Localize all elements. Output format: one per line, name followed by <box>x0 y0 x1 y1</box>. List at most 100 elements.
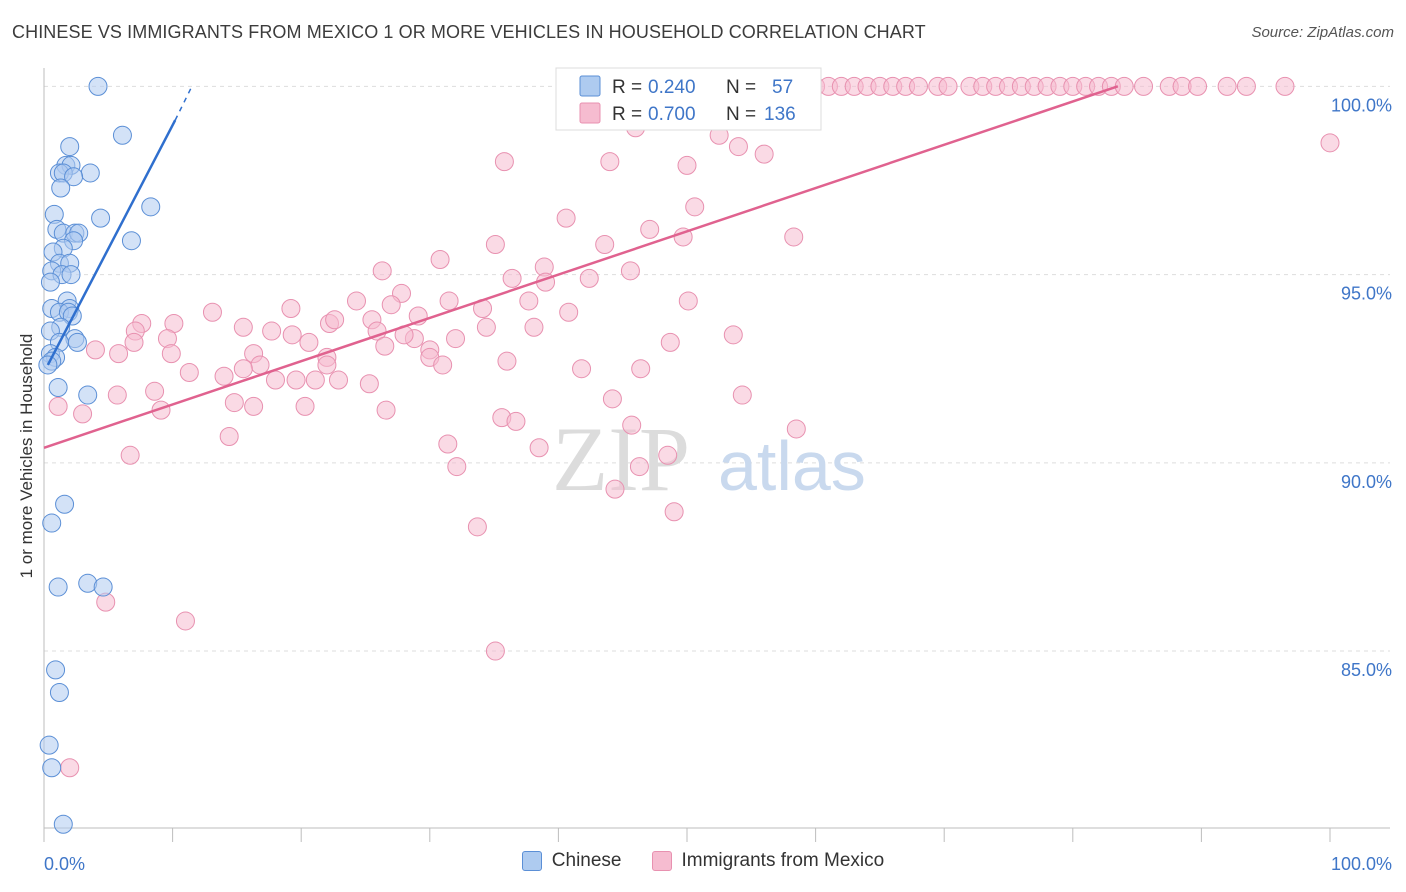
data-point <box>678 291 698 311</box>
data-point <box>93 577 113 597</box>
data-point <box>107 385 127 405</box>
data-point <box>121 231 141 251</box>
stats-r-value-mexico: 0.700 <box>648 104 696 125</box>
stats-r-label-chinese: R = <box>612 77 642 98</box>
legend-item-chinese[interactable]: Chinese <box>521 850 622 872</box>
data-point <box>381 295 401 315</box>
data-point <box>233 359 253 379</box>
data-point <box>447 457 467 477</box>
data-point <box>494 152 514 172</box>
data-point <box>685 197 705 217</box>
stats-swatch-mexico <box>579 102 601 124</box>
data-point <box>467 517 487 537</box>
data-point <box>161 344 181 364</box>
data-point <box>629 457 649 477</box>
data-point <box>48 396 68 416</box>
data-point <box>485 234 505 254</box>
legend-label-mexico: Immigrants from Mexico <box>681 850 885 871</box>
data-point <box>305 370 325 390</box>
data-point <box>281 298 301 318</box>
legend-item-mexico[interactable]: Immigrants from Mexico <box>651 850 885 872</box>
stats-n-value-chinese: 57 <box>772 77 793 98</box>
data-point <box>439 291 459 311</box>
data-point <box>485 641 505 661</box>
data-point <box>295 396 315 416</box>
data-point <box>42 758 62 778</box>
data-point <box>605 479 625 499</box>
legend-swatch-chinese <box>521 851 542 871</box>
trend-line-chinese-extension <box>174 86 193 121</box>
data-point <box>1217 76 1237 96</box>
x-ticks <box>43 828 1331 842</box>
data-point <box>1320 133 1340 153</box>
data-point <box>109 344 129 364</box>
data-point <box>622 415 642 435</box>
data-point <box>430 250 450 270</box>
data-point <box>124 332 144 352</box>
data-point <box>214 366 234 386</box>
data-point <box>1188 76 1208 96</box>
data-point <box>572 359 592 379</box>
data-point <box>602 389 622 409</box>
data-point <box>524 317 544 337</box>
data-point <box>595 234 615 254</box>
data-point <box>73 404 93 424</box>
data-point <box>55 494 75 514</box>
data-point <box>600 152 620 172</box>
data-point <box>328 370 348 390</box>
data-point <box>282 325 302 345</box>
y-tick-label: 100.0% <box>1331 95 1392 115</box>
data-point <box>49 682 69 702</box>
y-tick-label: 90.0% <box>1341 472 1392 492</box>
y-tick-label: 85.0% <box>1341 660 1392 680</box>
data-point <box>325 310 345 330</box>
data-point <box>40 272 60 292</box>
data-point <box>529 438 549 458</box>
data-point <box>519 291 539 311</box>
data-point <box>367 321 387 341</box>
data-point <box>728 137 748 157</box>
data-point <box>620 261 640 281</box>
legend-swatch-mexico <box>651 851 672 871</box>
y-axis-label: 1 or more Vehicles in Household <box>17 334 36 579</box>
stats-n-label-mexico: N = <box>726 104 756 125</box>
data-point <box>46 660 66 680</box>
data-point <box>506 411 526 431</box>
data-point <box>433 355 453 375</box>
data-point <box>631 359 651 379</box>
data-point <box>80 163 100 183</box>
data-point <box>1134 76 1154 96</box>
x-tick-label-min: 0.0% <box>44 854 85 874</box>
data-point <box>660 332 680 352</box>
data-point <box>438 434 458 454</box>
data-point <box>88 76 108 96</box>
data-point <box>723 325 743 345</box>
stats-n-value-mexico: 136 <box>764 104 796 125</box>
data-point <box>579 268 599 288</box>
data-point <box>476 317 496 337</box>
data-point <box>51 178 71 198</box>
data-point <box>375 336 395 356</box>
data-point <box>250 355 270 375</box>
stats-n-label-chinese: N = <box>726 77 756 98</box>
data-point <box>179 362 199 382</box>
data-point <box>219 426 239 446</box>
series-chinese <box>38 76 161 834</box>
watermark-atlas: atlas <box>718 427 866 505</box>
data-point <box>48 378 68 398</box>
data-point <box>299 332 319 352</box>
trend-lines <box>43 85 1119 449</box>
series-immigrants-from-mexico <box>48 76 1340 778</box>
stats-box: R = 0.240 N = 57 R = 0.700 N = 136 <box>555 67 822 131</box>
chart-title: CHINESE VS IMMIGRANTS FROM MEXICO 1 OR M… <box>12 22 926 42</box>
source-label: Source: ZipAtlas.com <box>1251 24 1394 41</box>
data-point <box>754 144 774 164</box>
data-point <box>53 814 73 834</box>
stats-r-value-chinese: 0.240 <box>648 77 696 98</box>
data-point <box>286 370 306 390</box>
data-point <box>48 577 68 597</box>
data-point <box>78 385 98 405</box>
trend-line-mexico <box>43 85 1119 449</box>
data-point <box>640 219 660 239</box>
